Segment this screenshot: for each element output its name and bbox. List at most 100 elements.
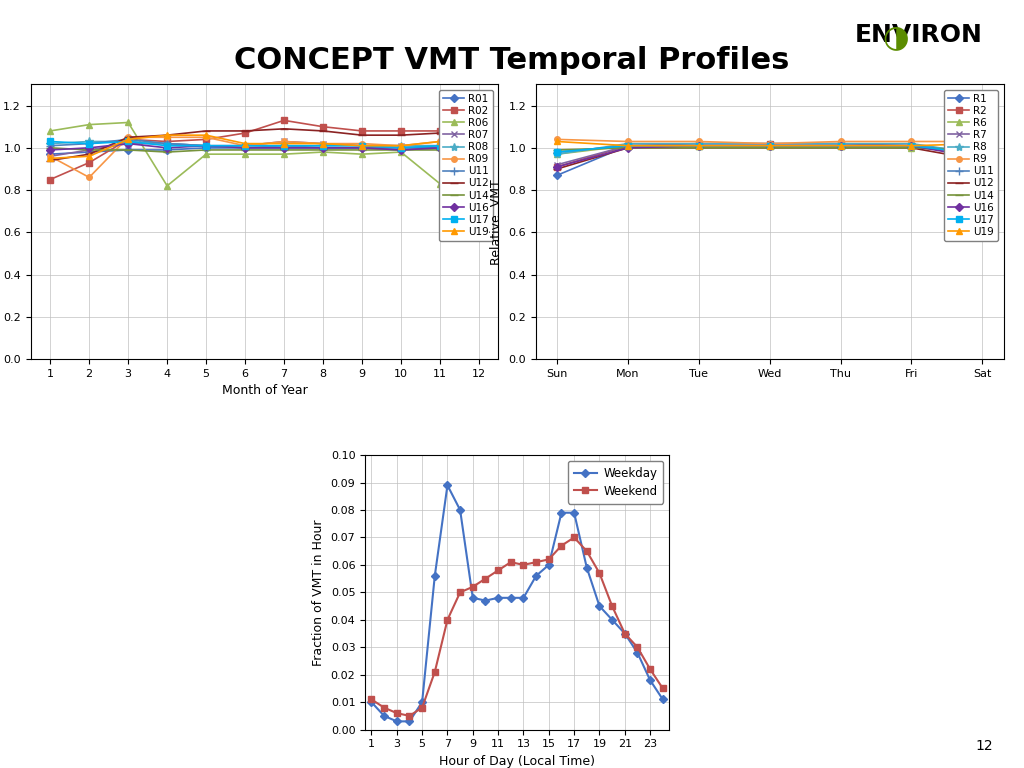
U16 bbox=[122, 139, 134, 148]
U11 bbox=[434, 143, 446, 152]
R8 bbox=[692, 139, 705, 148]
R06 bbox=[161, 181, 173, 190]
R01 bbox=[44, 150, 56, 159]
Weekend bbox=[492, 566, 504, 575]
U17 bbox=[976, 150, 988, 159]
R8 bbox=[764, 139, 776, 148]
R01 bbox=[239, 143, 251, 152]
R7 bbox=[764, 141, 776, 151]
U11 bbox=[83, 139, 95, 148]
U12 bbox=[905, 143, 918, 152]
R06 bbox=[316, 147, 329, 157]
U19 bbox=[122, 134, 134, 144]
R02 bbox=[395, 126, 408, 135]
R06 bbox=[83, 120, 95, 129]
U16 bbox=[905, 141, 918, 151]
U16 bbox=[161, 143, 173, 152]
R9 bbox=[976, 137, 988, 146]
Weekday bbox=[517, 593, 529, 602]
R09 bbox=[200, 133, 212, 142]
R2 bbox=[835, 139, 847, 148]
U11 bbox=[278, 141, 290, 151]
R02 bbox=[473, 139, 485, 148]
U19 bbox=[161, 131, 173, 140]
Line: U19: U19 bbox=[47, 131, 482, 162]
R01 bbox=[473, 145, 485, 154]
Weekday bbox=[467, 593, 479, 602]
U11 bbox=[316, 143, 329, 152]
U19 bbox=[44, 154, 56, 163]
Weekday bbox=[555, 508, 567, 518]
U16 bbox=[239, 143, 251, 152]
Y-axis label: Fraction of VMT in Hour: Fraction of VMT in Hour bbox=[312, 519, 325, 666]
U16 bbox=[976, 154, 988, 163]
R6 bbox=[764, 141, 776, 151]
R09 bbox=[239, 141, 251, 151]
R7 bbox=[905, 141, 918, 151]
U17 bbox=[122, 137, 134, 146]
R06 bbox=[473, 150, 485, 159]
Line: R6: R6 bbox=[554, 142, 986, 157]
Weekday bbox=[492, 593, 504, 602]
R06 bbox=[200, 150, 212, 159]
R6 bbox=[692, 141, 705, 151]
U16 bbox=[835, 141, 847, 151]
R09 bbox=[83, 173, 95, 182]
U12 bbox=[161, 131, 173, 140]
U14 bbox=[395, 145, 408, 154]
Weekend bbox=[505, 558, 517, 567]
U17 bbox=[395, 143, 408, 152]
R6 bbox=[976, 147, 988, 157]
Weekday bbox=[543, 561, 555, 570]
R02 bbox=[316, 122, 329, 131]
Weekend bbox=[517, 561, 529, 570]
R01 bbox=[83, 147, 95, 157]
U19 bbox=[316, 139, 329, 148]
U16 bbox=[764, 141, 776, 151]
U14 bbox=[161, 147, 173, 157]
Weekend bbox=[656, 684, 669, 693]
R07 bbox=[356, 141, 369, 151]
R1 bbox=[976, 147, 988, 157]
R02 bbox=[161, 137, 173, 146]
U16 bbox=[200, 141, 212, 151]
Weekday bbox=[505, 593, 517, 602]
Weekend bbox=[632, 643, 644, 652]
Text: ENVIRON: ENVIRON bbox=[855, 23, 983, 47]
R9 bbox=[692, 137, 705, 146]
U19 bbox=[473, 150, 485, 159]
R2 bbox=[905, 141, 918, 151]
U17 bbox=[161, 141, 173, 151]
U17 bbox=[83, 139, 95, 148]
R07 bbox=[161, 139, 173, 148]
R08 bbox=[316, 141, 329, 151]
R06 bbox=[44, 126, 56, 135]
U12 bbox=[551, 164, 563, 174]
R08 bbox=[200, 141, 212, 151]
R9 bbox=[622, 137, 634, 146]
U14 bbox=[200, 145, 212, 154]
R2 bbox=[692, 139, 705, 148]
R06 bbox=[356, 150, 369, 159]
U12 bbox=[44, 156, 56, 165]
U11 bbox=[905, 141, 918, 151]
U16 bbox=[278, 143, 290, 152]
Text: CONCEPT VMT Temporal Profiles: CONCEPT VMT Temporal Profiles bbox=[234, 46, 790, 75]
Weekday bbox=[606, 615, 618, 624]
R08 bbox=[122, 137, 134, 146]
R08 bbox=[44, 139, 56, 148]
U17 bbox=[835, 141, 847, 151]
Weekend bbox=[416, 703, 428, 712]
Line: R9: R9 bbox=[554, 137, 985, 147]
U17 bbox=[356, 141, 369, 151]
X-axis label: Hour of Day (Local Time): Hour of Day (Local Time) bbox=[439, 755, 595, 768]
U11 bbox=[161, 139, 173, 148]
R01 bbox=[316, 143, 329, 152]
U19 bbox=[434, 137, 446, 146]
R9 bbox=[835, 137, 847, 146]
Weekend bbox=[441, 615, 454, 624]
U12 bbox=[692, 143, 705, 152]
U12 bbox=[622, 143, 634, 152]
U14 bbox=[764, 143, 776, 152]
R1 bbox=[692, 141, 705, 151]
